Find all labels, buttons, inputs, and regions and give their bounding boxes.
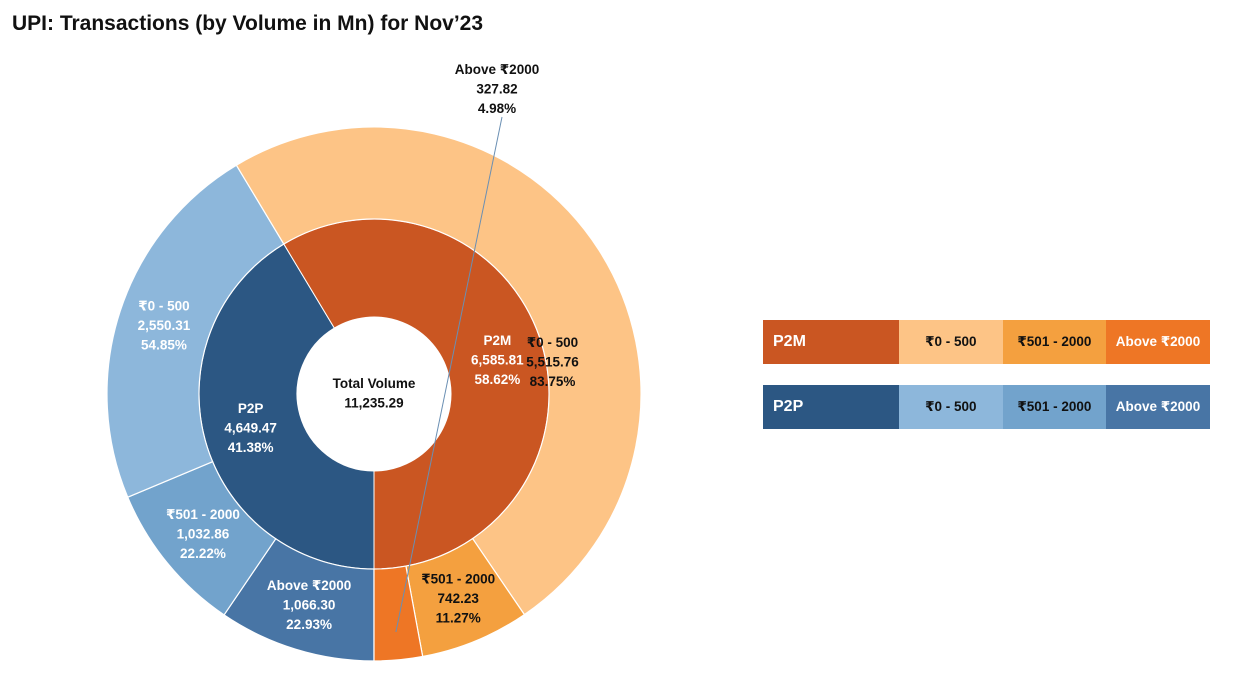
outer-label-p2m-above-2000: Above ₹2000 327.82 4.98% (455, 62, 539, 116)
legend-p2m: P2M ₹0 - 500 ₹501 - 2000 Above ₹2000 (763, 320, 1210, 364)
outer-label-p2p-0-500: ₹0 - 500 2,550.31 54.85% (138, 298, 191, 352)
legend-p2m-above-2000: Above ₹2000 (1106, 320, 1210, 364)
legend-p2p-0-500: ₹0 - 500 (899, 385, 1003, 429)
center-label: Total Volume 11,235.29 (333, 376, 416, 411)
outer-label-p2m-0-500: ₹0 - 500 5,515.76 83.75% (526, 335, 579, 389)
legend-p2m-0-500: ₹0 - 500 (899, 320, 1003, 364)
outer-slice-p2m-above-2000 (373, 565, 424, 662)
inner-label-p2p: P2P 4,649.47 41.38% (224, 401, 277, 455)
outer-slice-p2p-0-500 (106, 164, 285, 498)
outer-slice-p2m-0-500 (235, 126, 642, 616)
center-hole (297, 317, 451, 471)
outer-label-p2m-501-2000: ₹501 - 2000 742.23 11.27% (421, 571, 495, 625)
leader-line (395, 116, 503, 633)
legend-p2p: P2P ₹0 - 500 ₹501 - 2000 Above ₹2000 (763, 385, 1210, 429)
legend-p2p-501-2000: ₹501 - 2000 (1002, 385, 1107, 429)
outer-label-p2p-above-2000: Above ₹2000 1,066.30 22.93% (267, 578, 351, 632)
sunburst-chart: Total Volume 11,235.29 P2P 4,649.47 41.38% P2… (106, 62, 642, 662)
inner-label-p2m: P2M 6,585.81 58.62% (471, 333, 524, 387)
legend-p2m-label: P2M (763, 320, 899, 364)
legend-p2m-501-2000: ₹501 - 2000 (1002, 320, 1107, 364)
legend-p2p-label: P2P (763, 385, 899, 429)
outer-label-p2p-501-2000: ₹501 - 2000 1,032.86 22.22% (166, 507, 240, 561)
legend-p2p-above-2000: Above ₹2000 (1106, 385, 1210, 429)
chart-title: UPI: Transactions (by Volume in Mn) for … (12, 12, 484, 35)
